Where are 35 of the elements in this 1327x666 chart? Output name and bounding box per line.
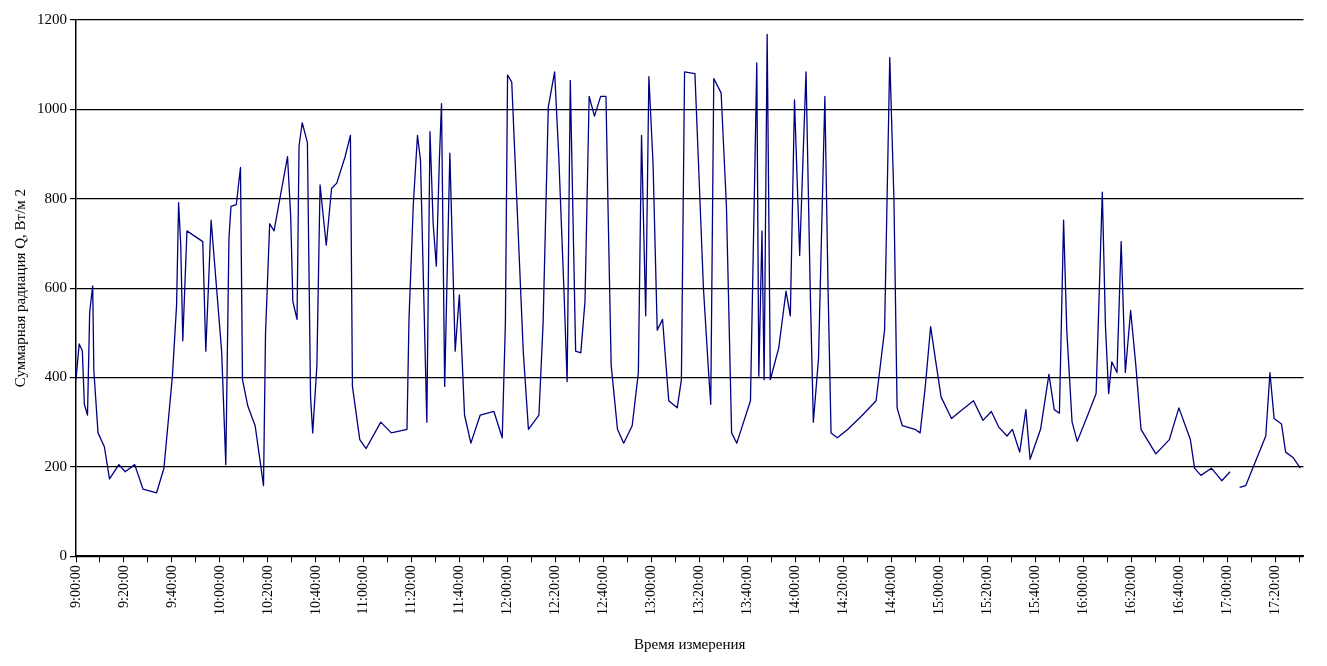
y-axis-title: Суммарная радиация Q, Вт/м 2: [11, 188, 28, 388]
y-tick-label: 1000: [37, 100, 67, 117]
x-tick-label: 11:20:00: [403, 565, 419, 615]
y-tick-label: 200: [44, 457, 67, 474]
x-tick-label: 15:40:00: [1027, 565, 1043, 615]
x-tick-label: 14:00:00: [787, 565, 803, 615]
x-tick-label: 16:00:00: [1074, 565, 1090, 615]
x-tick-label: 10:40:00: [307, 565, 323, 615]
x-tick-label: 11:40:00: [451, 565, 467, 615]
x-tick-label: 13:20:00: [691, 565, 707, 615]
x-tick-label: 15:20:00: [979, 565, 995, 615]
x-tick-label: 14:40:00: [883, 565, 899, 615]
x-tick-label: 17:20:00: [1266, 565, 1282, 615]
x-tick-label: 11:00:00: [355, 565, 371, 615]
x-axis-title: Время измерения: [634, 635, 746, 652]
x-tick-label: 9:00:00: [67, 565, 83, 608]
x-tick-label: 16:20:00: [1122, 565, 1138, 615]
x-tick-label: 17:00:00: [1218, 565, 1234, 615]
x-tick-label: 12:20:00: [547, 565, 563, 615]
x-tick-label: 14:20:00: [835, 565, 851, 615]
x-tick-label: 15:00:00: [931, 565, 947, 615]
x-tick-label: 13:00:00: [643, 565, 659, 615]
x-tick-label: 13:40:00: [739, 565, 755, 615]
x-tick-label: 10:00:00: [211, 565, 227, 615]
x-tick-label: 9:40:00: [163, 565, 179, 608]
y-tick-label: 0: [59, 547, 67, 564]
y-tick-label: 800: [44, 189, 67, 206]
x-tick-label: 9:20:00: [115, 565, 131, 608]
x-tick-label: 16:40:00: [1170, 565, 1186, 615]
x-tick-label: 12:00:00: [499, 565, 515, 615]
x-tick-label: 10:20:00: [259, 565, 275, 615]
y-tick-label: 600: [44, 279, 67, 296]
x-tick-label: 12:40:00: [595, 565, 611, 615]
y-tick-label: 1200: [37, 10, 67, 27]
y-tick-label: 400: [44, 368, 67, 385]
